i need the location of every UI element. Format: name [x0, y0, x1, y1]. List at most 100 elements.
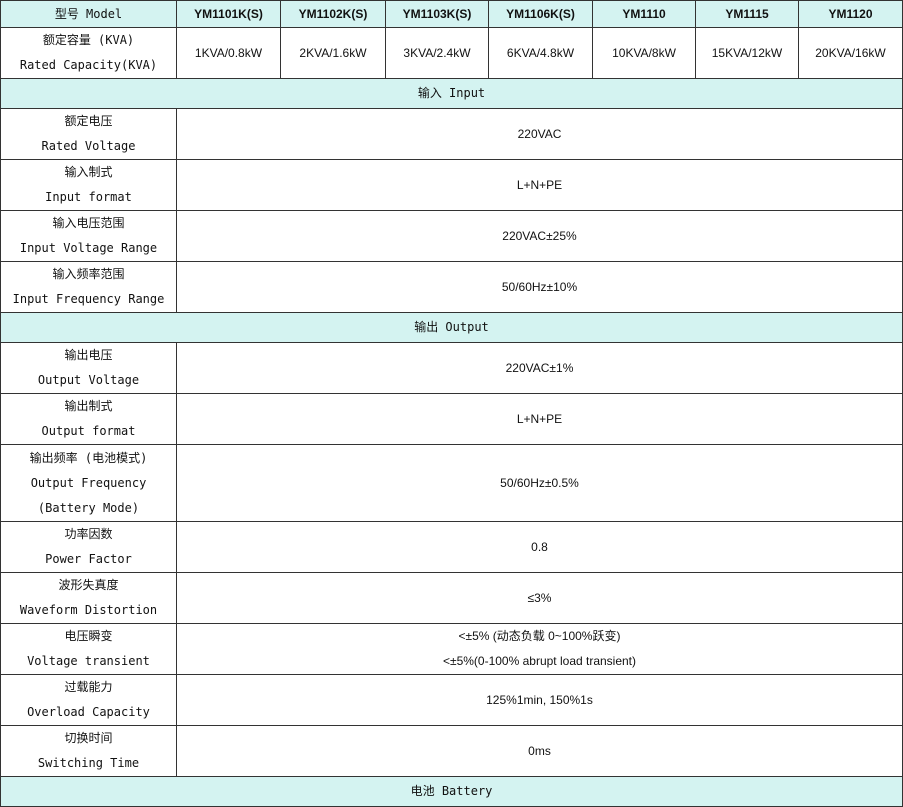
row-label: 输出电压 Output Voltage — [0, 342, 177, 394]
row-label: 输出制式 Output format — [0, 393, 177, 445]
label-cn: 功率因数 — [64, 527, 113, 541]
spec-row: 波形失真度 Waveform Distortion ≤3% — [0, 572, 903, 624]
label-cn: 电压瞬变 — [64, 629, 113, 643]
row-label: 输入电压范围 Input Voltage Range — [0, 210, 177, 262]
label-en: Output Frequency — [30, 475, 147, 490]
label-en: Input Frequency Range — [12, 292, 165, 306]
spec-value: <±5%(0-100% abrupt load transient) — [442, 654, 637, 668]
value-cell: 220VAC — [176, 108, 903, 160]
model-name: YM1110 — [592, 0, 696, 28]
row-label: 功率因数 Power Factor — [0, 521, 177, 573]
label-en: Switching Time — [37, 756, 140, 770]
spec-value: 220VAC±1% — [505, 360, 574, 375]
label-en: Rated Voltage — [41, 139, 136, 153]
value-cell: <±5% (动态负载 0~100%跃变) <±5%(0-100% abrupt l… — [176, 623, 903, 675]
spec-value: L+N+PE — [516, 177, 563, 192]
row-label: 输出频率 (电池模式) Output Frequency (Battery Mode… — [0, 444, 177, 522]
model-name: YM1103K(S) — [385, 0, 489, 28]
row-label: 额定电压 Rated Voltage — [0, 108, 177, 160]
model-name: YM1102K(S) — [280, 0, 386, 28]
spec-row: 额定电压 Rated Voltage 220VAC — [0, 108, 903, 160]
value-cell: 50/60Hz±10% — [176, 261, 903, 313]
label-en: Voltage transient — [27, 654, 150, 668]
model-name: YM1106K(S) — [488, 0, 593, 28]
label-cn: 输入电压范围 — [52, 216, 125, 230]
spec-value: L+N+PE — [516, 411, 563, 426]
spec-value: ≤3% — [527, 590, 552, 605]
value-cell: ≤3% — [176, 572, 903, 624]
value-cell: 50/60Hz±0.5% — [176, 444, 903, 522]
spec-row: 功率因数 Power Factor 0.8 — [0, 521, 903, 573]
spec-row: 过载能力 Overload Capacity 125%1min, 150%1s — [0, 674, 903, 726]
value-cell: L+N+PE — [176, 159, 903, 211]
row-label: 输入频率范围 Input Frequency Range — [0, 261, 177, 313]
spec-row: 电压瞬变 Voltage transient <±5% (动态负载 0~100%跃变… — [0, 623, 903, 675]
value-cell: 0ms — [176, 725, 903, 777]
spec-value: 220VAC — [517, 126, 562, 141]
label-cn: 波形失真度 — [58, 578, 119, 592]
spec-value: <±5% (动态负载 0~100%跃变) — [458, 629, 621, 643]
model-name: YM1115 — [695, 0, 799, 28]
row-label: 输入制式 Input format — [0, 159, 177, 211]
section-title: 输入 Input — [0, 78, 903, 109]
spec-value: 0.8 — [531, 539, 548, 554]
section-title: 电池 Battery — [0, 776, 903, 807]
section-title: 输出 Output — [0, 312, 903, 343]
capacity-value: 3KVA/2.4kW — [385, 27, 489, 79]
model-name: YM1120 — [798, 0, 903, 28]
spec-value: 220VAC±25% — [502, 228, 577, 243]
spec-row: 输入频率范围 Input Frequency Range 50/60Hz±10% — [0, 261, 903, 313]
section-output: 输出 Output — [0, 312, 903, 343]
row-label: 额定容量 (KVA) Rated Capacity(KVA) — [0, 27, 177, 79]
spec-row: 输出制式 Output format L+N+PE — [0, 393, 903, 445]
model-name: YM1101K(S) — [176, 0, 281, 28]
spec-value: 125%1min, 150%1s — [486, 692, 593, 707]
label-cn: 过载能力 — [64, 680, 113, 694]
value-cell: 220VAC±25% — [176, 210, 903, 262]
capacity-value: 2KVA/1.6kW — [280, 27, 386, 79]
capacity-value: 1KVA/0.8kW — [176, 27, 281, 79]
spec-row: 输出电压 Output Voltage 220VAC±1% — [0, 342, 903, 394]
row-label: 过载能力 Overload Capacity — [0, 674, 177, 726]
label-cn: 输入制式 — [64, 165, 113, 179]
label-cn: 额定容量 (KVA) — [42, 33, 135, 47]
label-cn: 额定电压 — [64, 114, 113, 128]
spec-row: 切换时间 Switching Time 0ms — [0, 725, 903, 777]
label-en: Input format — [45, 190, 132, 204]
label-cn: 输入频率范围 — [52, 267, 125, 281]
label-en: Rated Capacity(KVA) — [19, 58, 158, 72]
spec-value: 50/60Hz±10% — [501, 279, 578, 294]
label-en: Power Factor — [45, 552, 132, 566]
capacity-row: 额定容量 (KVA) Rated Capacity(KVA) 1KVA/0.8kW… — [0, 27, 903, 79]
label-cn: 输出频率 (电池模式) — [29, 450, 148, 465]
spec-row: 输入制式 Input format L+N+PE — [0, 159, 903, 211]
capacity-value: 6KVA/4.8kW — [488, 27, 593, 79]
capacity-value: 10KVA/8kW — [592, 27, 696, 79]
value-cell: 0.8 — [176, 521, 903, 573]
spec-value: 0ms — [528, 743, 551, 758]
spec-row: 输入电压范围 Input Voltage Range 220VAC±25% — [0, 210, 903, 262]
label-cn: 输出制式 — [64, 399, 113, 413]
label-en: Input Voltage Range — [19, 241, 158, 255]
section-input: 输入 Input — [0, 78, 903, 109]
model-label: 型号 Model — [0, 0, 177, 28]
row-label: 切换时间 Switching Time — [0, 725, 177, 777]
spec-value: 50/60Hz±0.5% — [500, 475, 579, 490]
row-label: 电压瞬变 Voltage transient — [0, 623, 177, 675]
value-cell: L+N+PE — [176, 393, 903, 445]
value-cell: 220VAC±1% — [176, 342, 903, 394]
value-cell: 125%1min, 150%1s — [176, 674, 903, 726]
label-en: Output Voltage — [37, 373, 140, 387]
spec-row: 输出频率 (电池模式) Output Frequency (Battery Mode… — [0, 444, 903, 522]
label-en: Overload Capacity — [27, 705, 150, 719]
capacity-value: 15KVA/12kW — [695, 27, 799, 79]
label-en: (Battery Mode) — [37, 500, 140, 515]
label-cn: 切换时间 — [64, 731, 113, 745]
label-cn: 输出电压 — [64, 348, 113, 362]
label-en: Output format — [41, 424, 136, 438]
capacity-value: 20KVA/16kW — [798, 27, 903, 79]
section-battery: 电池 Battery — [0, 776, 903, 807]
row-label: 波形失真度 Waveform Distortion — [0, 572, 177, 624]
label-en: Waveform Distortion — [19, 603, 158, 617]
